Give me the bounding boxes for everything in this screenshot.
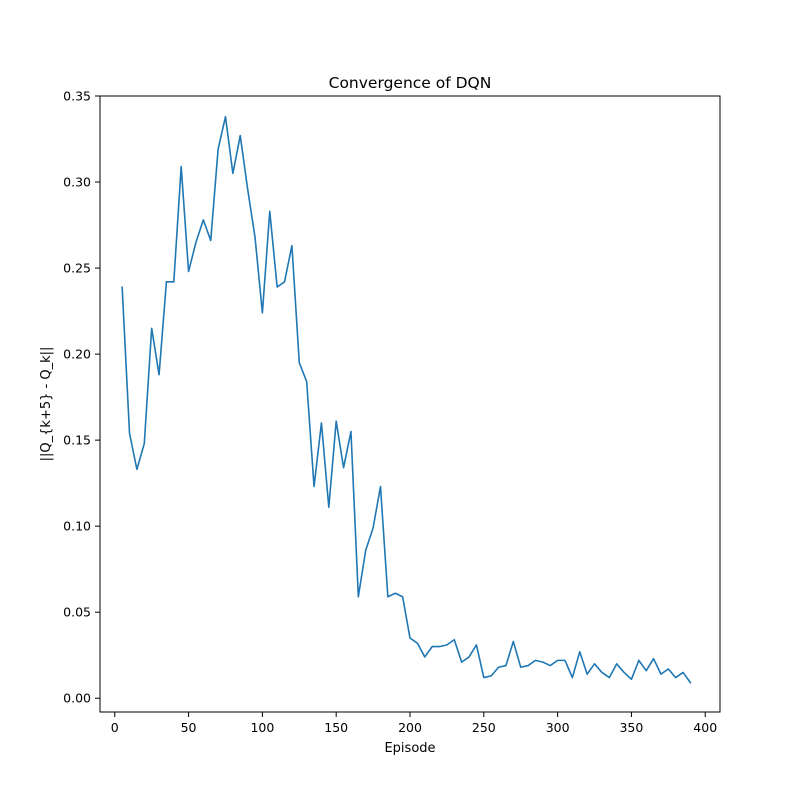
x-tick-label: 0 bbox=[111, 720, 119, 735]
y-tick-label: 0.10 bbox=[63, 519, 91, 534]
y-tick-label: 0.20 bbox=[63, 347, 91, 362]
y-tick-label: 0.15 bbox=[63, 433, 91, 448]
y-tick-label: 0.00 bbox=[63, 691, 91, 706]
x-tick-label: 100 bbox=[250, 720, 274, 735]
y-axis-label: ||Q_{k+5} - Q_k|| bbox=[39, 347, 54, 462]
x-tick-label: 400 bbox=[693, 720, 717, 735]
x-tick-label: 200 bbox=[398, 720, 422, 735]
x-axis-label: Episode bbox=[384, 741, 435, 756]
x-tick-label: 350 bbox=[619, 720, 643, 735]
plot-frame bbox=[99, 95, 721, 713]
x-tick-label: 50 bbox=[181, 720, 197, 735]
axis-ticks: 0 50 100 150 200 250 300 350 400 0.00 0.05 0.10 0.15… bbox=[63, 89, 717, 736]
x-tick-label: 300 bbox=[546, 720, 570, 735]
plot-area bbox=[121, 115, 692, 684]
y-tick-label: 0.25 bbox=[63, 261, 91, 276]
x-tick-label: 150 bbox=[324, 720, 348, 735]
x-tick-label: 250 bbox=[472, 720, 496, 735]
y-tick-label: 0.05 bbox=[63, 605, 91, 620]
series-line bbox=[121, 115, 692, 684]
chart-title: Convergence of DQN bbox=[329, 74, 492, 92]
y-tick-label: 0.30 bbox=[63, 175, 91, 190]
y-tick-label: 0.35 bbox=[63, 89, 91, 104]
